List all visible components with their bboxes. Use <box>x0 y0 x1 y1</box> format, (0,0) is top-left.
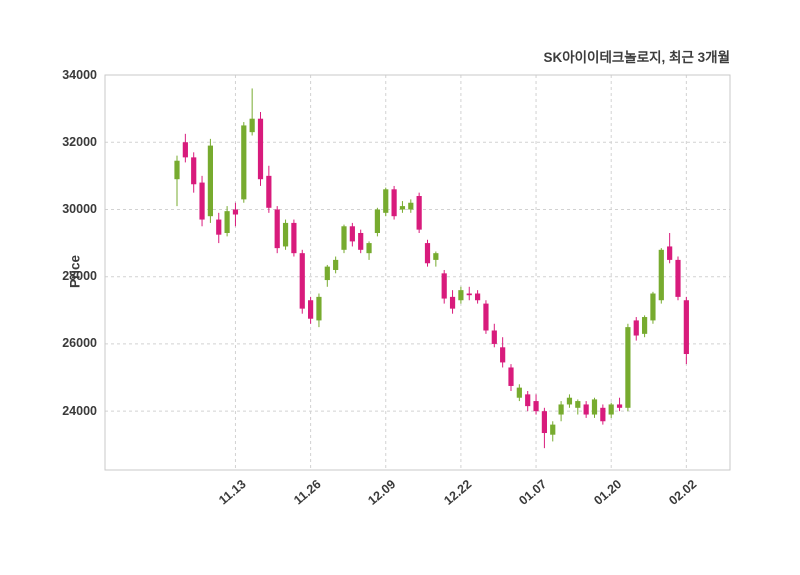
candle-body <box>441 273 447 299</box>
y-tick-label: 26000 <box>62 336 97 351</box>
candle-body <box>358 233 364 250</box>
candle-body <box>683 300 689 355</box>
y-tick-label: 32000 <box>62 134 97 149</box>
candle-body <box>216 219 222 235</box>
candle-body <box>399 206 406 210</box>
y-tick-label: 34000 <box>62 67 97 82</box>
candle-body <box>349 226 355 242</box>
candle-body <box>600 407 606 422</box>
candle-body <box>633 320 639 336</box>
candle-body <box>525 394 531 407</box>
candle-body <box>491 330 497 344</box>
candle-body <box>224 211 230 233</box>
candle-body <box>675 259 681 297</box>
candle-body <box>182 142 188 158</box>
candle-body <box>500 347 506 363</box>
candle-body <box>533 401 539 412</box>
candle-body <box>366 243 372 254</box>
candle-body <box>282 222 289 247</box>
candle-body <box>616 404 623 408</box>
candle-body <box>608 404 614 415</box>
candle-body <box>174 160 180 180</box>
candle-body <box>575 401 581 408</box>
candle-body <box>274 209 280 249</box>
candle-body <box>449 296 456 309</box>
candle-body <box>483 303 489 331</box>
candle-body <box>667 246 673 260</box>
candle-body <box>299 253 305 309</box>
plot-border <box>104 74 731 471</box>
candle-body <box>458 290 464 301</box>
candle-body <box>232 209 239 215</box>
candle-body <box>433 253 439 260</box>
candle-body <box>416 196 422 230</box>
candle-body <box>241 125 247 200</box>
candle-body <box>541 411 547 434</box>
candle-body <box>408 202 414 210</box>
candle-body <box>333 259 339 270</box>
candle-body <box>516 387 522 398</box>
candle-body <box>249 118 255 133</box>
candle-body <box>257 118 264 180</box>
candle-body <box>324 266 330 281</box>
candle-body <box>466 293 472 296</box>
candle-body <box>508 367 514 386</box>
candle-body <box>583 404 589 415</box>
candle-body <box>658 249 664 301</box>
candle-body <box>308 300 314 319</box>
candle-body <box>475 293 481 301</box>
candle-body <box>207 145 213 217</box>
y-tick-label: 28000 <box>62 269 97 284</box>
candle-body <box>191 157 197 185</box>
candle-body <box>291 222 297 254</box>
candle-body <box>650 293 656 321</box>
candle-body <box>625 327 631 408</box>
candle-body <box>566 397 573 405</box>
candle-body <box>383 189 389 213</box>
candle-body <box>341 226 347 250</box>
candle-body <box>642 317 648 334</box>
candle-body <box>550 424 556 435</box>
candle-body <box>424 243 431 264</box>
candle-body <box>591 399 598 415</box>
candle-body <box>558 404 564 415</box>
chart-title: SK아이이테크놀로지, 최근 3개월 <box>543 50 730 65</box>
candle-body <box>374 209 380 233</box>
candle-body <box>391 189 397 217</box>
candle-body <box>199 182 205 220</box>
y-tick-label: 24000 <box>62 403 97 418</box>
candle-body <box>316 296 322 321</box>
candle-body <box>266 175 272 208</box>
y-tick-label: 30000 <box>62 201 97 216</box>
